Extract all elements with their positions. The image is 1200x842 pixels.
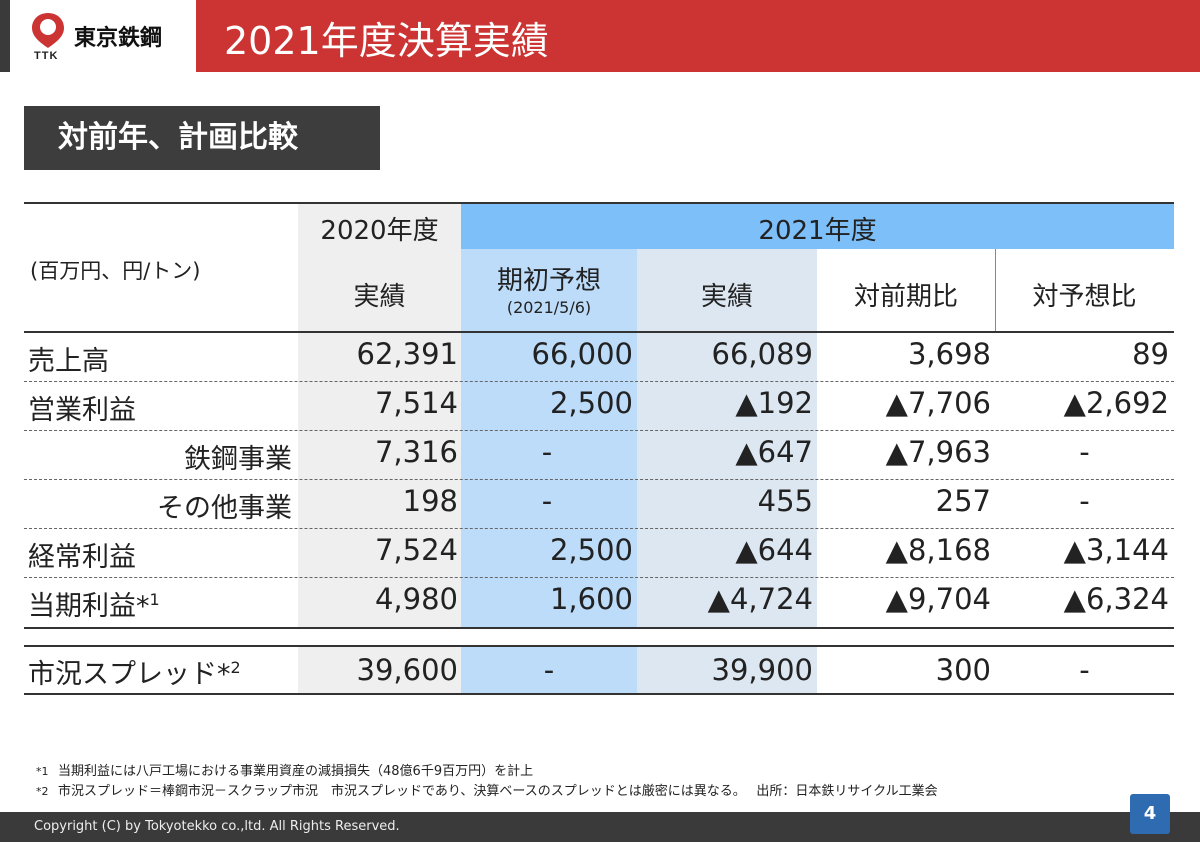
row-value-2021: 455 (757, 484, 813, 518)
footnote-mark: *1 (36, 765, 49, 778)
footnote-text: 市況スプレッド＝棒鋼市況－スクラップ市況 市況スプレッドであり、決算ベースのスプ… (58, 784, 938, 799)
row-value-forecast: - (541, 435, 553, 469)
row-value-2020: 198 (402, 484, 458, 518)
col-header-vs-forecast: 対予想比 (1032, 282, 1137, 312)
row-value-2020: 62,391 (356, 337, 458, 371)
row-divider (24, 479, 1174, 480)
col-header-initial-forecast: 期初予想 (496, 266, 601, 296)
row-label: 当期利益* (28, 591, 150, 622)
row-value-vs-forecast: ▲3,144 (1063, 533, 1169, 567)
header-2021-band (461, 203, 1174, 249)
table-top-rule (24, 202, 1174, 204)
row-value-2021: ▲647 (735, 435, 813, 469)
col-forecast-band (461, 249, 637, 694)
header-2020: 2020年度 (320, 216, 439, 246)
row-value-yoy: 257 (935, 484, 991, 518)
row-label: 営業利益 (28, 395, 136, 426)
row-value-vs-forecast: - (1079, 484, 1090, 518)
copyright-text: Copyright (C) by Tokyotekko co.,ltd. All… (34, 819, 400, 834)
row-value-yoy: ▲7,706 (885, 386, 991, 420)
row-label: 鉄鋼事業 (184, 444, 292, 475)
row-label: 売上高 (28, 346, 109, 377)
footnote-mark: *2 (36, 785, 49, 798)
row-value-forecast: 2,500 (549, 386, 633, 420)
row-value-yoy: 300 (935, 653, 991, 687)
section-heading: 対前年、計画比較 (24, 106, 380, 170)
row-value-2021: ▲192 (735, 386, 813, 420)
row-label-net-income: 当期利益*1 (28, 584, 160, 623)
company-name: 東京鉄鋼 (74, 26, 163, 51)
footnote-ref-2: 2 (230, 658, 241, 677)
page-title: 2021年度決算実績 (224, 19, 549, 63)
row-value-forecast: - (541, 484, 553, 518)
row-value-2021: 66,089 (711, 337, 813, 371)
logo-mark-icon (32, 13, 64, 48)
row-value-yoy: ▲9,704 (885, 582, 991, 616)
col-header-forecast-date: (2021/5/6) (506, 298, 592, 317)
row-value-forecast: 1,600 (549, 582, 633, 616)
footnote-text: 当期利益には八戸工場における事業用資産の減損損失（48億6千9百万円）を計上 (58, 764, 534, 779)
row-label: その他事業 (157, 493, 292, 524)
col-header-2020-actual: 実績 (353, 282, 406, 312)
col-divider (995, 249, 996, 331)
row-value-vs-forecast: - (1079, 435, 1090, 469)
row-value-2021: 39,900 (711, 653, 813, 687)
row-value-2020: 39,600 (356, 653, 458, 687)
row-value-forecast: 66,000 (531, 337, 633, 371)
row-label: 経常利益 (28, 542, 136, 573)
header-accent-bar (0, 0, 10, 72)
row-value-yoy: ▲7,963 (885, 435, 991, 469)
row-divider (24, 381, 1174, 382)
logo-ttk-text: TTK (34, 50, 59, 62)
row-divider (24, 577, 1174, 578)
spread-bottom-rule (24, 693, 1174, 695)
row-value-2020: 4,980 (374, 582, 458, 616)
row-value-vs-forecast: 89 (1132, 337, 1169, 371)
table-main-bottom-rule (24, 627, 1174, 629)
footer-bar: Copyright (C) by Tokyotekko co.,ltd. All… (0, 812, 1200, 842)
col-header-yoy: 対前期比 (853, 282, 958, 312)
row-value-2020: 7,514 (374, 386, 458, 420)
footnote-1: *1 当期利益には八戸工場における事業用資産の減損損失（48億6千9百万円）を計上 (36, 760, 533, 779)
row-value-vs-forecast: - (1079, 653, 1090, 687)
row-value-vs-forecast: ▲2,692 (1063, 386, 1169, 420)
table-gap (24, 628, 1174, 646)
row-label-spread: 市況スプレッド*2 (28, 652, 241, 691)
row-value-yoy: 3,698 (907, 337, 991, 371)
row-value-2021: ▲4,724 (707, 582, 813, 616)
row-label: 市況スプレッド* (28, 659, 231, 690)
row-divider (24, 528, 1174, 529)
title-bar: 2021年度決算実績 (196, 0, 1200, 72)
row-value-forecast: 2,500 (549, 533, 633, 567)
row-value-yoy: ▲8,168 (885, 533, 991, 567)
row-value-2021: ▲644 (735, 533, 813, 567)
footnote-2: *2 市況スプレッド＝棒鋼市況－スクラップ市況 市況スプレッドであり、決算ベースの… (36, 780, 938, 799)
row-value-2020: 7,316 (374, 435, 458, 469)
page-number: 4 (1130, 794, 1170, 834)
col-header-2021-actual: 実績 (700, 282, 753, 312)
row-divider (24, 430, 1174, 431)
footnote-ref-1: 1 (149, 590, 160, 609)
col-2021-actual-band (637, 249, 817, 694)
company-logo: TTK 東京鉄鋼 (10, 0, 196, 72)
row-value-2020: 7,524 (374, 533, 458, 567)
row-value-vs-forecast: ▲6,324 (1063, 582, 1169, 616)
col-2020-band (298, 203, 461, 694)
header-2021: 2021年度 (758, 216, 877, 246)
row-value-forecast: - (543, 653, 555, 687)
header-bottom-rule (24, 331, 1174, 333)
unit-label: (百万円、円/トン) (30, 259, 201, 283)
spread-top-rule (24, 645, 1174, 647)
